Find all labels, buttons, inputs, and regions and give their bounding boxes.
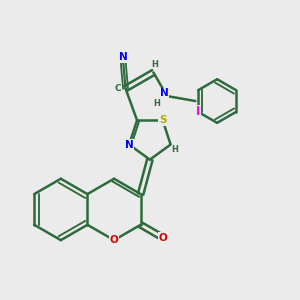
- Text: O: O: [159, 233, 167, 243]
- Text: N: N: [125, 140, 134, 150]
- Text: H: H: [154, 99, 160, 108]
- Text: N: N: [160, 88, 169, 98]
- Text: S: S: [159, 115, 166, 125]
- Text: O: O: [110, 235, 118, 245]
- Text: H: H: [171, 145, 178, 154]
- Text: H: H: [151, 59, 158, 68]
- Text: N: N: [119, 52, 128, 62]
- Text: I: I: [196, 105, 200, 119]
- Text: C: C: [115, 84, 122, 93]
